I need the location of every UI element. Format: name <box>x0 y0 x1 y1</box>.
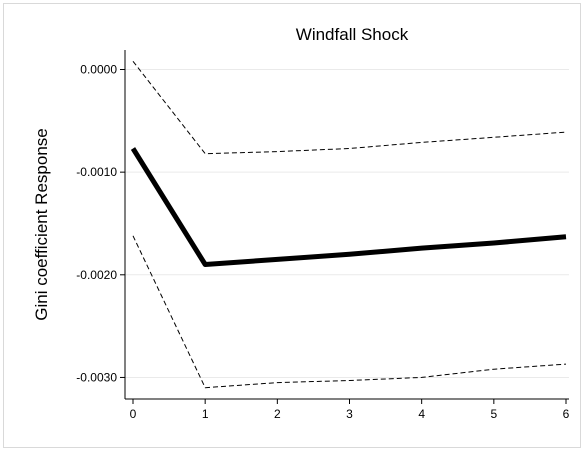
x-tick-label: 3 <box>346 407 353 421</box>
series-group <box>130 60 567 389</box>
axes <box>124 50 569 400</box>
y-tick-label: -0.0020 <box>76 268 117 282</box>
y-tick-label: -0.0010 <box>76 165 117 179</box>
response-line <box>130 147 567 267</box>
x-tick-label: 1 <box>202 407 209 421</box>
y-tick-label: -0.0030 <box>76 370 117 384</box>
x-tick-label: 0 <box>130 407 137 421</box>
y-axis-label: Gini coefficient Response <box>32 128 51 320</box>
x-tick-label: 6 <box>563 407 570 421</box>
confidence-band-line <box>132 60 567 155</box>
y-ticks: 0.0000 -0.0010 -0.0020 -0.0030 <box>76 63 125 384</box>
y-tick-label: 0.0000 <box>80 63 117 77</box>
x-ticks: 0 1 2 3 4 5 6 <box>130 399 570 421</box>
x-tick-label: 5 <box>490 407 497 421</box>
chart-title: Windfall Shock <box>296 25 409 44</box>
confidence-band-line <box>132 235 567 389</box>
chart-frame <box>3 3 581 448</box>
x-tick-label: 4 <box>418 407 425 421</box>
grid <box>125 69 569 378</box>
x-tick-label: 2 <box>274 407 281 421</box>
